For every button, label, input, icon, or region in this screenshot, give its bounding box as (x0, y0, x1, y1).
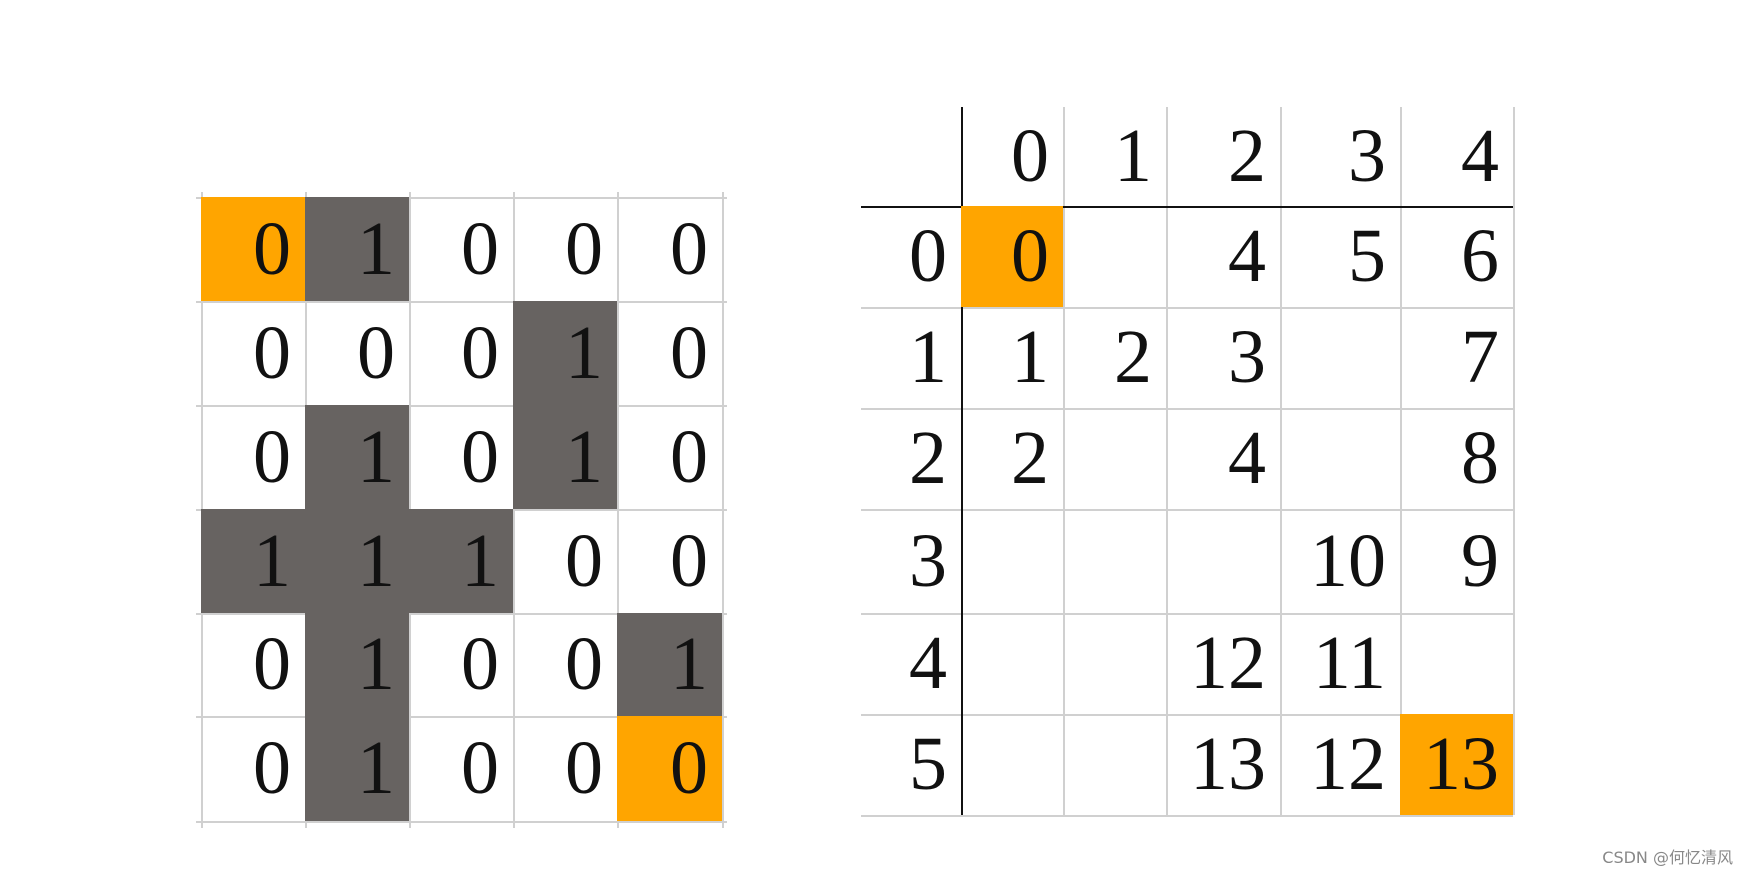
maze-cell: 1 (513, 301, 617, 405)
grid-line (861, 815, 1513, 817)
distance-cell (1280, 307, 1400, 408)
distance-cell (961, 714, 1063, 815)
maze-cell: 0 (565, 726, 603, 810)
distance-cell (1063, 408, 1166, 509)
row-header: 5 (909, 722, 947, 806)
maze-cell: 0 (670, 206, 708, 291)
distance-cell: 13 (1400, 714, 1513, 815)
grid-line (196, 716, 727, 718)
distance-cell (1063, 613, 1166, 714)
maze-cell: 1 (513, 405, 617, 509)
watermark: CSDN @何忆清风 (1602, 848, 1733, 867)
maze-cell: 1 (305, 405, 409, 509)
distance-cell: 0 (961, 206, 1063, 307)
distance-cell: 1 (1011, 315, 1049, 399)
distance-cell: 6 (1461, 214, 1499, 298)
maze-cell: 0 (670, 310, 708, 395)
maze-cell: 1 (305, 197, 409, 301)
maze-cell: 0 (565, 518, 603, 603)
maze-cell: 0 (670, 414, 708, 499)
grid-line (1280, 107, 1282, 815)
grid-line (861, 509, 1513, 511)
distance-cell: 12 (1310, 722, 1386, 806)
column-header: 1 (1114, 114, 1152, 198)
column-header: 4 (1461, 114, 1499, 198)
distance-cell (1063, 509, 1166, 613)
maze-cell: 0 (565, 206, 603, 291)
grid-line (1400, 107, 1402, 815)
distance-cell: 12 (1190, 621, 1266, 705)
distance-cell: 7 (1461, 315, 1499, 399)
maze-cell: 1 (201, 509, 305, 613)
maze-cell: 1 (305, 509, 409, 613)
grid-line (861, 307, 1513, 309)
distance-cell (1166, 509, 1280, 613)
grid-line (196, 821, 727, 823)
maze-cell: 0 (461, 310, 499, 395)
grid-line (1166, 107, 1168, 815)
distance-cell (961, 509, 1063, 613)
maze-cell: 0 (461, 414, 499, 499)
distance-cell (1063, 206, 1166, 307)
row-header: 2 (909, 416, 947, 500)
distance-cell: 5 (1348, 214, 1386, 298)
row-header: 0 (909, 214, 947, 298)
maze-cell: 0 (565, 622, 603, 706)
row-header: 4 (909, 621, 947, 705)
maze-cell: 0 (201, 197, 305, 301)
vertical-axis-line (961, 107, 963, 815)
maze-cell: 0 (461, 622, 499, 706)
maze-cell: 1 (305, 613, 409, 716)
column-header: 2 (1228, 114, 1266, 198)
distance-cell: 2 (1114, 315, 1152, 399)
row-header: 1 (909, 315, 947, 399)
maze-cell: 1 (617, 613, 722, 716)
grid-line (1513, 107, 1515, 815)
distance-cell: 9 (1461, 518, 1499, 603)
column-header: 3 (1348, 114, 1386, 198)
maze-cell: 0 (253, 622, 291, 706)
grid-line (861, 714, 1513, 716)
column-header: 0 (1011, 114, 1049, 198)
maze-cell: 0 (670, 518, 708, 603)
maze-cell: 1 (305, 716, 409, 821)
grid-line (196, 301, 727, 303)
distance-cell: 4 (1228, 416, 1266, 500)
distance-cell (1063, 714, 1166, 815)
grid-line (196, 197, 727, 199)
maze-cell: 0 (357, 310, 395, 395)
grid-line (1063, 107, 1065, 815)
maze-cell: 1 (409, 509, 513, 613)
grid-line (861, 613, 1513, 615)
maze-cell: 0 (461, 726, 499, 810)
grid-line (196, 613, 727, 615)
grid-line (861, 408, 1513, 410)
horizontal-axis-line (861, 206, 1513, 208)
maze-cell: 0 (253, 414, 291, 499)
row-header: 3 (909, 518, 947, 603)
distance-cell: 4 (1228, 214, 1266, 298)
distance-cell: 10 (1310, 518, 1386, 603)
distance-cell: 11 (1312, 621, 1386, 705)
distance-cell (1280, 408, 1400, 509)
grid-line (196, 405, 727, 407)
distance-cell: 2 (1011, 416, 1049, 500)
maze-cell: 0 (253, 310, 291, 395)
distance-cell: 3 (1228, 315, 1266, 399)
distance-cell: 13 (1190, 722, 1266, 806)
maze-cell: 0 (461, 206, 499, 291)
distance-cell: 8 (1461, 416, 1499, 500)
distance-cell (961, 613, 1063, 714)
distance-cell (1400, 613, 1513, 714)
maze-cell: 0 (253, 726, 291, 810)
maze-cell: 0 (617, 716, 722, 821)
